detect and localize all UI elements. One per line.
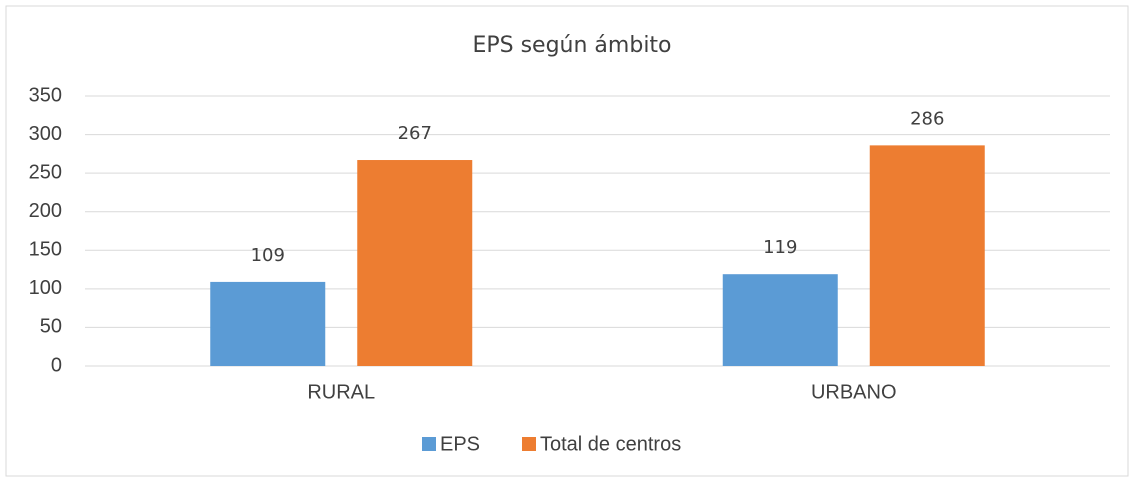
x-tick-label: URBANO [811,381,897,403]
y-tick-label: 150 [29,239,62,261]
x-tick-label: RURAL [307,381,375,403]
y-tick-label: 300 [29,123,62,145]
chart-title: EPS según ámbito [472,33,671,58]
y-tick-label: 350 [29,84,62,106]
y-tick-label: 250 [29,161,62,183]
bar [357,160,473,366]
value-label: 286 [910,108,944,129]
value-label: 267 [398,123,432,144]
bar [869,145,985,366]
bar [210,281,326,366]
y-tick-label: 100 [29,277,62,299]
legend-swatch [422,437,436,451]
legend-label: EPS [440,433,480,455]
legend-swatch [522,437,536,451]
legend-label: Total de centros [540,433,681,455]
y-tick-label: 0 [51,354,62,376]
value-label: 119 [763,237,797,258]
bar [722,274,838,366]
y-tick-label: 200 [29,200,62,222]
y-tick-label: 50 [40,316,62,338]
value-label: 109 [251,245,285,266]
